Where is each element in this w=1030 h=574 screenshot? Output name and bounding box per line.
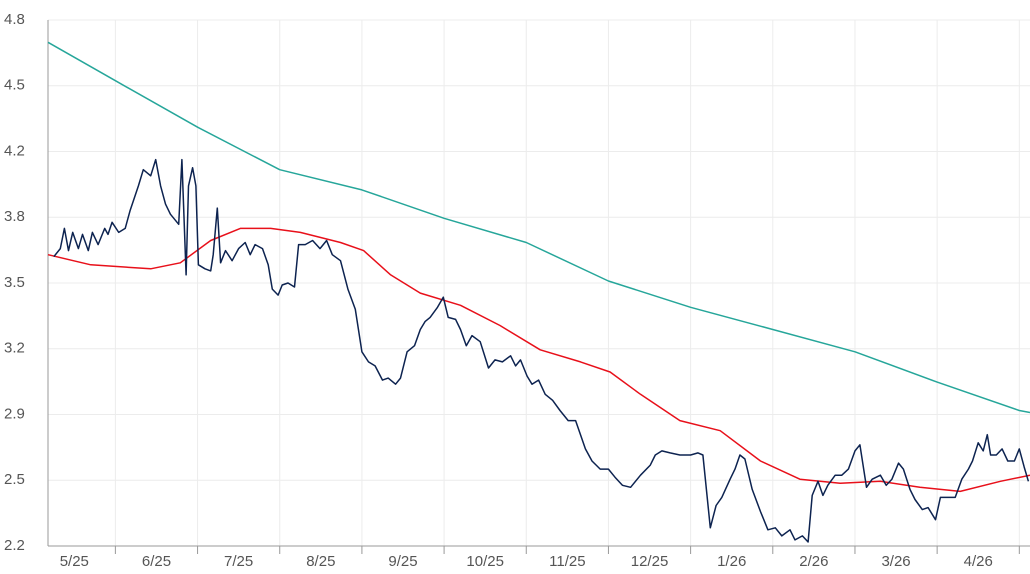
x-tick-label: 2/26 [799,553,828,570]
y-tick-label: 2.5 [4,471,25,488]
y-tick-label: 3.2 [4,340,25,357]
series-line [47,227,1030,493]
x-tick-label: 1/26 [717,553,746,570]
x-tick-label: 12/25 [631,553,669,570]
x-tick-label: 5/25 [60,553,89,570]
y-tick-label: 4.5 [4,77,25,94]
series-line [47,41,1030,414]
x-tick-label: 11/25 [549,553,585,570]
y-tick-label: 3.5 [4,274,25,291]
series-line [53,158,1030,543]
y-tick-label: 2.2 [4,537,25,554]
x-tick-label: 7/25 [224,553,253,570]
y-tick-label: 4.2 [4,142,25,159]
x-tick-label: 3/26 [881,553,910,570]
y-tick-label: 4.8 [4,11,25,28]
y-tick-label: 3.8 [4,208,25,225]
x-tick-label: 9/25 [388,553,417,570]
y-tick-label: 2.9 [4,405,25,422]
x-tick-label: 6/25 [142,553,171,570]
x-tick-label: 4/26 [964,553,993,570]
x-tick-label: 10/25 [466,553,504,570]
x-tick-label: 8/25 [306,553,335,570]
